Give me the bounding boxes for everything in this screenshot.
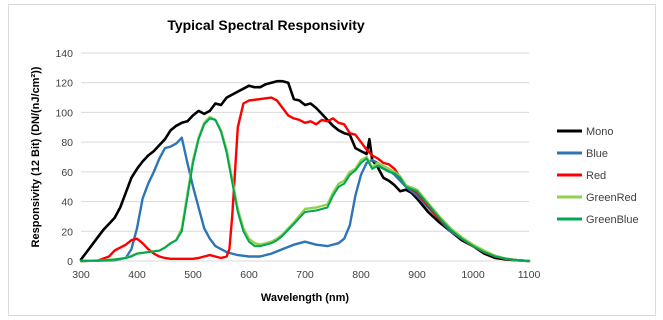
x-tick-label: 300 (72, 269, 90, 281)
x-tick-label: 1100 (518, 269, 541, 281)
x-tick-label: 800 (352, 269, 370, 281)
grid-lines (81, 52, 529, 262)
x-tick-label: 600 (240, 269, 258, 281)
y-tick-label: 0 (67, 256, 73, 268)
chart-title: Typical Spectral Responsivity (167, 17, 365, 33)
series-line-greenblue (80, 117, 530, 262)
y-tick-label: 80 (61, 137, 73, 149)
spectral-responsivity-chart: Typical Spectral Responsivity 0 20 40 60 80 1… (30, 17, 639, 304)
y-tick-label: 100 (55, 107, 73, 119)
y-axis-title: Responsivity (12 Bit) (DN/(nJ/cm²)) (30, 66, 42, 247)
x-axis-title: Wavelength (nm) (261, 292, 350, 304)
y-tick-label: 140 (55, 48, 73, 60)
legend-label-mono: Mono (586, 126, 614, 138)
series-lines (79, 79, 531, 263)
legend-label-red: Red (586, 170, 606, 182)
x-tick-label: 700 (296, 269, 314, 281)
x-tick-label: 400 (128, 269, 146, 281)
x-tick-label: 500 (184, 269, 202, 281)
x-axis-ticks: 300 400 500 600 700 800 900 1000 1100 (72, 269, 540, 281)
x-tick-label: 1000 (461, 269, 485, 281)
x-tick-label: 900 (408, 269, 426, 281)
series-line-mono (79, 79, 531, 263)
legend-label-greenred: GreenRed (586, 192, 637, 204)
y-tick-label: 20 (61, 226, 73, 238)
legend-label-greenblue: GreenBlue (586, 214, 639, 226)
y-axis-ticks: 0 20 40 60 80 100 120 140 (55, 48, 73, 268)
legend-label-blue: Blue (586, 148, 608, 160)
y-tick-label: 60 (61, 167, 73, 179)
y-tick-label: 120 (55, 78, 73, 90)
legend: Mono Blue Red GreenRed GreenBlue (557, 126, 639, 226)
y-tick-label: 40 (61, 197, 73, 209)
chart-frame: Typical Spectral Responsivity 0 20 40 60 80 1… (8, 4, 656, 316)
